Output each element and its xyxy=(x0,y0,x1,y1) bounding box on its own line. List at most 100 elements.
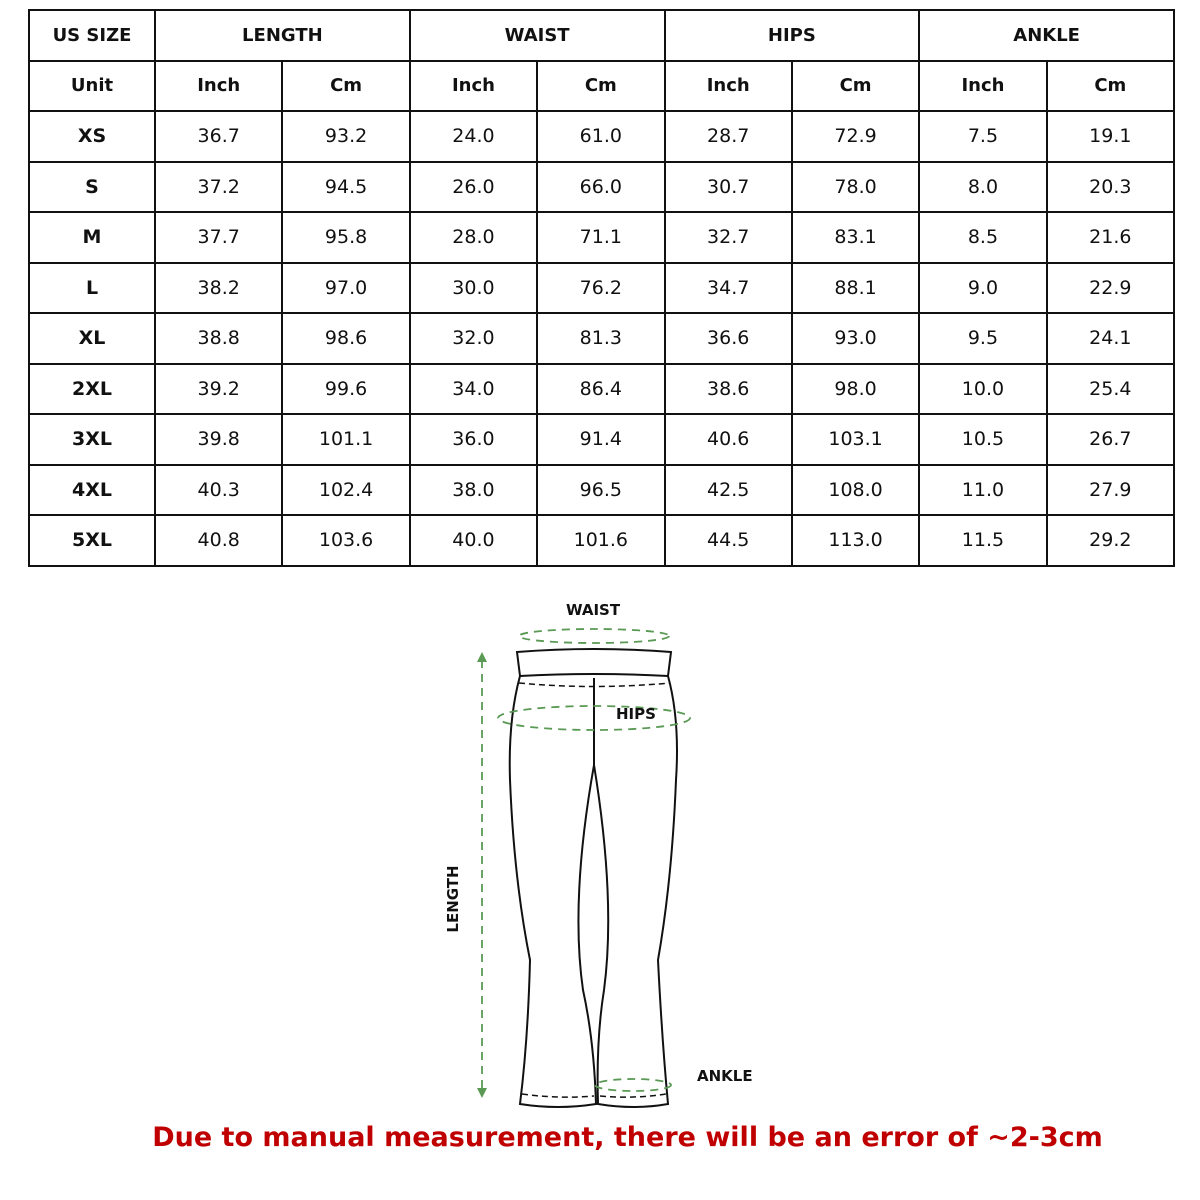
table-cell: 38.0 xyxy=(408,463,539,516)
table-cell: 36.0 xyxy=(408,413,539,466)
table-cell: 26.0 xyxy=(408,160,539,213)
table-row: 4XL 40.3 102.4 38.0 96.5 42.5 108.0 11.0 27.9 xyxy=(28,463,1176,516)
table-cell: 27.9 xyxy=(1045,463,1176,516)
table-cell: 34.0 xyxy=(408,362,539,415)
length-label: LENGTH xyxy=(444,865,462,933)
table-row: 5XL 40.8 103.6 40.0 101.6 44.5 113.0 11.5 29.2 xyxy=(28,514,1176,567)
table-row: L 38.2 97.0 30.0 76.2 34.7 88.1 9.0 22.9 xyxy=(28,261,1176,314)
table-cell: 40.6 xyxy=(663,413,793,466)
table-cell: 34.7 xyxy=(663,261,793,314)
table-cell: 39.2 xyxy=(153,362,284,415)
arrow-down-icon xyxy=(477,1088,487,1098)
table-cell: 2XL xyxy=(28,362,156,415)
table-cell: 8.0 xyxy=(918,160,1048,213)
size-chart-table: US SIZE LENGTH WAIST HIPS ANKLE Unit Inch Cm Inc… xyxy=(28,9,1176,567)
table-cell: 8.5 xyxy=(918,211,1048,264)
table-cell: XL xyxy=(28,312,156,365)
table-cell: M xyxy=(28,211,156,264)
arrow-up-icon xyxy=(477,652,487,662)
table-cell: 61.0 xyxy=(536,110,666,163)
table-cell: 91.4 xyxy=(536,413,666,466)
table-cell: L xyxy=(28,261,156,314)
table-cell: 40.0 xyxy=(408,514,539,567)
table-cell: 38.2 xyxy=(153,261,284,314)
table-cell: 101.6 xyxy=(536,514,666,567)
table-cell: 71.1 xyxy=(536,211,666,264)
table-cell: Unit xyxy=(28,59,156,112)
table-cell: Inch xyxy=(153,59,284,112)
table-cell: Cm xyxy=(281,59,411,112)
table-row: 2XL 39.2 99.6 34.0 86.4 38.6 98.0 10.0 25.4 xyxy=(28,362,1176,415)
table-cell: S xyxy=(28,160,156,213)
table-cell: 36.6 xyxy=(663,312,793,365)
table-cell: ANKLE xyxy=(918,9,1175,62)
table-cell: 98.0 xyxy=(790,362,921,415)
table-cell: LENGTH xyxy=(154,9,411,62)
table-cell: 93.2 xyxy=(281,110,411,163)
table-cell: 40.3 xyxy=(153,463,284,516)
table-cell: HIPS xyxy=(663,9,921,62)
table-cell: 4XL xyxy=(28,463,156,516)
table-cell: 76.2 xyxy=(536,261,666,314)
table-cell: 93.0 xyxy=(790,312,921,365)
table-cell: 38.8 xyxy=(153,312,284,365)
table-cell: 40.8 xyxy=(153,514,284,567)
table-cell: 24.1 xyxy=(1045,312,1176,365)
table-cell: 39.8 xyxy=(153,413,284,466)
table-cell: 9.5 xyxy=(918,312,1048,365)
table-cell: 21.6 xyxy=(1045,211,1176,264)
unit-row: Unit Inch Cm Inch Cm Inch Cm Inch Cm xyxy=(28,59,1176,112)
table-cell: 26.7 xyxy=(1045,413,1176,466)
waistband xyxy=(515,648,673,678)
table-cell: 32.7 xyxy=(663,211,793,264)
waist-measure-line xyxy=(518,628,670,644)
table-cell: Inch xyxy=(918,59,1048,112)
table-cell: 24.0 xyxy=(408,110,539,163)
table-cell: XS xyxy=(28,110,156,163)
hips-label: HIPS xyxy=(616,705,656,723)
table-cell: 66.0 xyxy=(536,160,666,213)
header-row: US SIZE LENGTH WAIST HIPS ANKLE xyxy=(28,9,1175,62)
table-cell: Inch xyxy=(663,59,793,112)
measurement-error-note: Due to manual measurement, there will be… xyxy=(152,1122,1103,1153)
ankle-label: ANKLE xyxy=(697,1067,753,1085)
table-cell: 25.4 xyxy=(1045,362,1176,415)
table-cell: 10.0 xyxy=(918,362,1048,415)
table-cell: 10.5 xyxy=(918,413,1048,466)
table-cell: 9.0 xyxy=(918,261,1048,314)
table-cell: 36.7 xyxy=(153,110,284,163)
table-cell: 78.0 xyxy=(790,160,921,213)
table-cell: 22.9 xyxy=(1045,261,1176,314)
table-cell: 101.1 xyxy=(281,413,411,466)
table-cell: 102.4 xyxy=(281,463,411,516)
table-cell: Cm xyxy=(536,59,666,112)
table-cell: 30.0 xyxy=(408,261,539,314)
table-cell: 88.1 xyxy=(790,261,921,314)
table-cell: 37.2 xyxy=(153,160,284,213)
table-row: M 37.7 95.8 28.0 71.1 32.7 83.1 8.5 21.6 xyxy=(28,211,1176,264)
table-cell: 32.0 xyxy=(408,312,539,365)
table-cell: Inch xyxy=(408,59,539,112)
table-row: S 37.2 94.5 26.0 66.0 30.7 78.0 8.0 20.3 xyxy=(28,160,1176,213)
table-cell: 99.6 xyxy=(281,362,411,415)
hips-measure-line xyxy=(497,705,691,731)
table-cell: 3XL xyxy=(28,413,156,466)
table-cell: 42.5 xyxy=(663,463,793,516)
table-cell: 44.5 xyxy=(663,514,793,567)
table-cell: Cm xyxy=(1045,59,1176,112)
table-cell: 7.5 xyxy=(918,110,1048,163)
table-cell: 103.1 xyxy=(790,413,921,466)
table-cell: 29.2 xyxy=(1045,514,1176,567)
table-cell: 96.5 xyxy=(536,463,666,516)
pants-measurement-diagram xyxy=(477,628,691,1108)
table-cell: 86.4 xyxy=(536,362,666,415)
table-cell: 103.6 xyxy=(281,514,411,567)
table-cell: US SIZE xyxy=(28,9,156,62)
table-row: XL 38.8 98.6 32.0 81.3 36.6 93.0 9.5 24.1 xyxy=(28,312,1176,365)
table-row: XS 36.7 93.2 24.0 61.0 28.7 72.9 7.5 19.1 xyxy=(28,110,1176,163)
table-cell: 20.3 xyxy=(1045,160,1176,213)
table-cell: 38.6 xyxy=(663,362,793,415)
table-cell: 81.3 xyxy=(536,312,666,365)
table-cell: 83.1 xyxy=(790,211,921,264)
table-cell: 113.0 xyxy=(790,514,921,567)
